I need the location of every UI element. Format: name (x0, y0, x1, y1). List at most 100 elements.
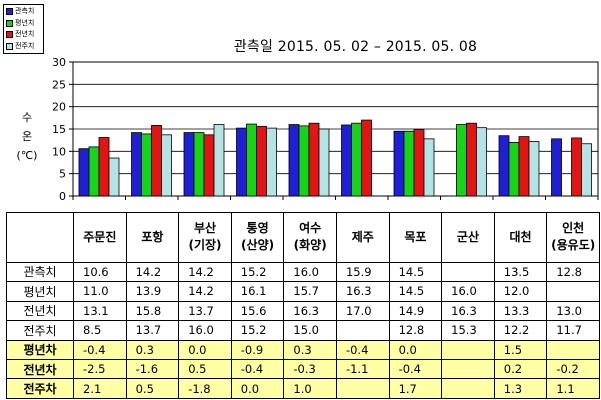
column-header: 부산 (기장) (178, 212, 232, 263)
table-cell: -0.4 (388, 358, 443, 380)
table-cell (441, 358, 495, 380)
table-cell: 15.9 (335, 261, 390, 283)
bar-관측치 (183, 132, 195, 197)
column-header: 통영 (산양) (230, 212, 285, 263)
row-header: 평년차 (6, 339, 74, 361)
table-cell (335, 378, 390, 399)
data-table: 주문진 포항 부산 (기장) 통영 (산양) 여수 (화양) 제주 목포 군산 대천 인천 (용유… (6, 212, 600, 399)
column-header: 여수 (화양) (283, 212, 337, 263)
table-cell: 0.2 (493, 358, 548, 380)
y-tick-label: 25 (52, 78, 66, 91)
table-cell: -1.8 (178, 378, 232, 399)
legend-swatch (6, 31, 13, 39)
row-header: 전년차 (6, 358, 74, 380)
table-cell: 14.5 (388, 281, 443, 302)
table-cell: 15.6 (230, 300, 285, 322)
table-cell: 8.5 (73, 320, 127, 341)
table-cell: 13.7 (125, 320, 180, 341)
table-cell: 2.1 (73, 378, 127, 399)
table-cell: -1.6 (125, 358, 180, 380)
table-cell: 16.3 (283, 300, 337, 322)
bar-전년치 (571, 137, 582, 197)
table-cell: -0.4 (335, 339, 390, 361)
table-cell: 17.0 (335, 300, 390, 322)
column-header: 주문진 (73, 212, 127, 263)
table-cell: 14.5 (388, 261, 443, 283)
table-cell: 13.1 (73, 300, 127, 322)
table-cell: 14.2 (125, 261, 180, 283)
table-cell: 11.0 (73, 281, 127, 302)
table-cell: 0.5 (125, 378, 180, 399)
column-header: 인천 (용유도) (546, 212, 600, 263)
y-tick-label: 15 (52, 123, 66, 136)
table-cell (441, 339, 495, 361)
table-cell: 16.3 (441, 300, 495, 322)
legend-item: 관측치 (6, 6, 43, 18)
bar-평년치 (508, 141, 520, 197)
bar-전주치 (581, 143, 592, 197)
bar-전주치 (528, 141, 540, 197)
legend-label: 관측치 (15, 7, 35, 16)
table-cell: 16.0 (178, 320, 232, 341)
bar-전년치 (203, 134, 215, 197)
table-cell: -0.4 (73, 339, 127, 361)
table-cell: 16.3 (335, 281, 390, 302)
table-cell: 13.9 (125, 281, 180, 302)
bar-평년치 (88, 146, 100, 197)
y-tick-label: 5 (59, 168, 66, 181)
legend-item: 전년치 (6, 29, 43, 41)
table-cell: 1.3 (493, 378, 548, 399)
table-cell: -1.1 (335, 358, 390, 380)
table-cell (546, 339, 600, 361)
bar-전년치 (308, 122, 320, 197)
table-cell: 0.0 (388, 339, 443, 361)
legend-swatch (6, 8, 13, 16)
table-row: 평년차 -0.4 0.3 0.0 -0.9 0.3 -0.4 0.0 1.5 (6, 339, 600, 361)
bar-평년치 (193, 132, 205, 197)
table-cell: 15.2 (230, 320, 285, 341)
table-cell: 15.7 (283, 281, 337, 302)
table-cell: 13.0 (546, 300, 600, 322)
bar-관측치 (78, 148, 90, 197)
row-header: 관측치 (6, 261, 74, 283)
bar-평년치 (456, 124, 467, 197)
table-row: 전년치 13.1 15.8 13.7 15.6 16.3 17.0 14.9 16.3 13.3 1… (6, 300, 600, 322)
table-cell: 0.3 (125, 339, 180, 361)
table-row: 관측치 10.6 14.2 14.2 15.2 16.0 15.9 14.5 13.5 12.8 (6, 261, 600, 283)
legend-label: 전주치 (15, 41, 35, 50)
table-cell: 16.0 (441, 281, 495, 302)
table-cell: 1.7 (388, 378, 443, 399)
table-cell: 12.8 (388, 320, 443, 341)
table-cell (335, 320, 390, 341)
y-tick-label: 10 (52, 145, 66, 158)
legend-item: 전주치 (6, 41, 43, 53)
table-cell: 16.1 (230, 281, 285, 302)
table-corner-cell (6, 212, 74, 263)
table-cell: 0.0 (230, 378, 285, 399)
bar-평년치 (246, 123, 257, 197)
bar-평년치 (351, 122, 362, 197)
table-cell: 16.0 (283, 261, 337, 283)
bar-관측치 (498, 135, 510, 197)
table-cell: 13.3 (493, 300, 548, 322)
table-cell: 14.9 (388, 300, 443, 322)
table-cell: 1.5 (493, 339, 548, 361)
bar-평년치 (403, 130, 415, 197)
row-header: 평년치 (6, 281, 74, 302)
table-cell (441, 261, 495, 283)
table-cell: 10.6 (73, 261, 127, 283)
legend-label: 평년치 (15, 18, 35, 27)
table-header-row: 주문진 포항 부산 (기장) 통영 (산양) 여수 (화양) 제주 목포 군산 대천 인천 (용유… (6, 212, 600, 263)
y-axis-label: 수 온 (℃) (16, 111, 38, 162)
column-header: 제주 (335, 212, 390, 263)
table-row: 전주치 8.5 13.7 16.0 15.2 15.0 12.8 15.3 12.2 11.7 (6, 320, 600, 341)
bar-전년치 (466, 122, 477, 197)
bar-전주치 (213, 124, 225, 197)
bar-전년치 (98, 137, 110, 197)
legend-swatch (6, 42, 13, 50)
table-cell: 12.8 (546, 261, 600, 283)
column-header: 군산 (441, 212, 495, 263)
legend-item: 평년치 (6, 18, 43, 30)
table-cell: 15.8 (125, 300, 180, 322)
column-header: 대천 (493, 212, 548, 263)
